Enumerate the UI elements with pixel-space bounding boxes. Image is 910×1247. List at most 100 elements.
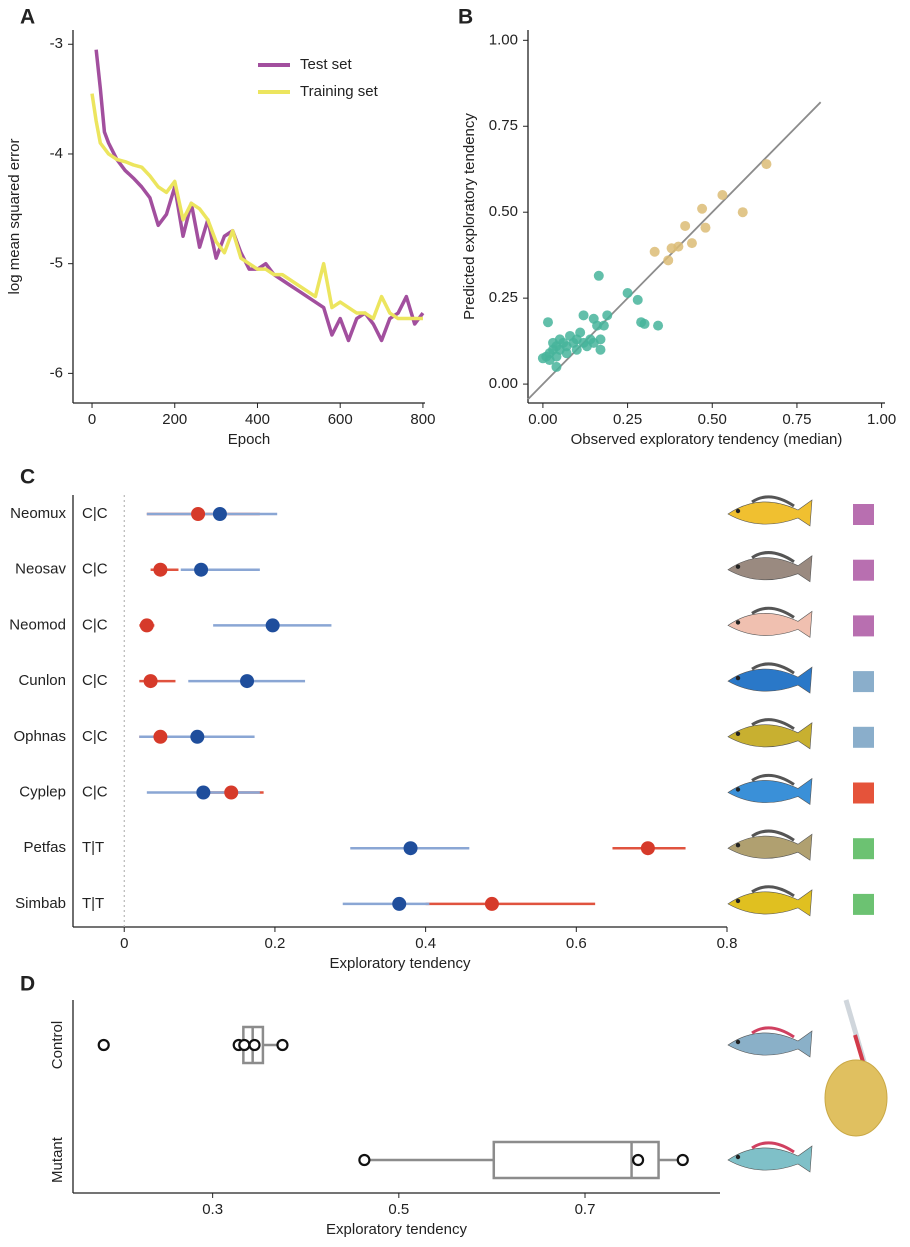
- fish-eye: [736, 843, 740, 847]
- x-tick-label: 0.8: [717, 935, 738, 952]
- data-point: [678, 1155, 688, 1165]
- data-point: [250, 1040, 260, 1050]
- scatter-point: [595, 334, 605, 344]
- fish-body: [728, 1146, 812, 1172]
- legend-label: Training set: [300, 83, 379, 100]
- fish-eye: [736, 1155, 740, 1159]
- fish-eye: [736, 565, 740, 569]
- genotype-label: T|T: [82, 895, 104, 912]
- panel-letter: B: [458, 6, 473, 29]
- fish-eye: [736, 787, 740, 791]
- group-swatch: [853, 727, 874, 748]
- row-label: Simbab: [15, 895, 66, 912]
- y-tick-label: 0.25: [489, 289, 518, 306]
- genotype-label: C|C: [82, 505, 108, 522]
- y-tick-label: 0.00: [489, 375, 518, 392]
- scatter-point: [599, 321, 609, 331]
- fish-illustration: [728, 608, 812, 637]
- fish-illustration: [728, 497, 812, 526]
- scatter-point: [667, 243, 677, 253]
- estimate-point: [266, 618, 280, 632]
- fish-illustration: [728, 1028, 812, 1057]
- scatter-point: [717, 190, 727, 200]
- egg-illustration: [825, 1000, 887, 1136]
- fish-illustration: [728, 664, 812, 693]
- x-tick-label: 0.2: [264, 935, 285, 952]
- x-tick-label: 0.50: [698, 411, 727, 428]
- fish-eye: [736, 1040, 740, 1044]
- scatter-point: [575, 328, 585, 338]
- scatter-point: [663, 255, 673, 265]
- scatter-point: [594, 271, 604, 281]
- estimate-point: [153, 563, 167, 577]
- x-tick-label: 1.00: [867, 411, 896, 428]
- genotype-label: C|C: [82, 616, 108, 633]
- row-label: Cyplep: [19, 783, 66, 800]
- fish-eye: [736, 899, 740, 903]
- row-label: Neomux: [10, 505, 66, 522]
- genotype-label: C|C: [82, 561, 108, 578]
- estimate-point: [140, 618, 154, 632]
- fish-body: [728, 890, 812, 916]
- x-axis-label: Epoch: [228, 431, 271, 448]
- data-point: [359, 1155, 369, 1165]
- fish-illustration: [728, 887, 812, 916]
- x-tick-label: 0.7: [575, 1201, 596, 1218]
- scatter-point: [595, 345, 605, 355]
- fish-body: [728, 556, 812, 582]
- x-tick-label: 0.5: [388, 1201, 409, 1218]
- panel-letter: D: [20, 973, 35, 996]
- group-swatch: [853, 783, 874, 804]
- estimate-point: [392, 897, 406, 911]
- y-tick-label: 0.75: [489, 117, 518, 134]
- row-label: Ophnas: [13, 728, 66, 745]
- estimate-point: [196, 786, 210, 800]
- scatter-point: [623, 288, 633, 298]
- x-tick-label: 800: [410, 411, 435, 428]
- genotype-label: T|T: [82, 839, 104, 856]
- fish-body: [728, 779, 812, 805]
- scatter-point: [761, 159, 771, 169]
- scatter-point: [602, 310, 612, 320]
- x-tick-label: 0.75: [782, 411, 811, 428]
- x-tick-label: 0.25: [613, 411, 642, 428]
- fish-eye: [736, 620, 740, 624]
- fish-body: [728, 500, 812, 526]
- fish-eye: [736, 732, 740, 736]
- scatter-point: [543, 317, 553, 327]
- scatter-point: [738, 207, 748, 217]
- x-tick-label: 0.6: [566, 935, 587, 952]
- x-axis-label: Exploratory tendency: [326, 1221, 467, 1238]
- data-point: [99, 1040, 109, 1050]
- group-swatch: [853, 504, 874, 525]
- scatter-point: [680, 221, 690, 231]
- group-swatch: [853, 615, 874, 636]
- scatter-point: [633, 295, 643, 305]
- category-label: Control: [49, 1021, 66, 1069]
- legend-label: Test set: [300, 56, 353, 73]
- row-label: Petfas: [23, 839, 66, 856]
- genotype-label: C|C: [82, 728, 108, 745]
- estimate-point: [213, 507, 227, 521]
- category-label: Mutant: [49, 1136, 66, 1183]
- x-tick-label: 400: [245, 411, 270, 428]
- y-tick-label: 1.00: [489, 31, 518, 48]
- scatter-point: [687, 238, 697, 248]
- fish-body: [728, 667, 812, 693]
- group-swatch: [853, 838, 874, 859]
- fish-body: [728, 1031, 812, 1057]
- scatter-point: [650, 247, 660, 257]
- fish-illustration: [728, 831, 812, 860]
- x-tick-label: 0: [120, 935, 128, 952]
- figure: A0200400600800Epoch-6-5-4-3log mean squa…: [0, 0, 910, 1247]
- fish-illustration: [728, 553, 812, 582]
- y-tick-label: -4: [50, 145, 63, 162]
- y-tick-label: 0.50: [489, 203, 518, 220]
- row-label: Neomod: [9, 616, 66, 633]
- x-tick-label: 0.4: [415, 935, 436, 952]
- data-point: [277, 1040, 287, 1050]
- fish-illustration: [728, 720, 812, 749]
- data-point: [633, 1155, 643, 1165]
- estimate-point: [144, 674, 158, 688]
- x-axis-label: Exploratory tendency: [330, 955, 471, 972]
